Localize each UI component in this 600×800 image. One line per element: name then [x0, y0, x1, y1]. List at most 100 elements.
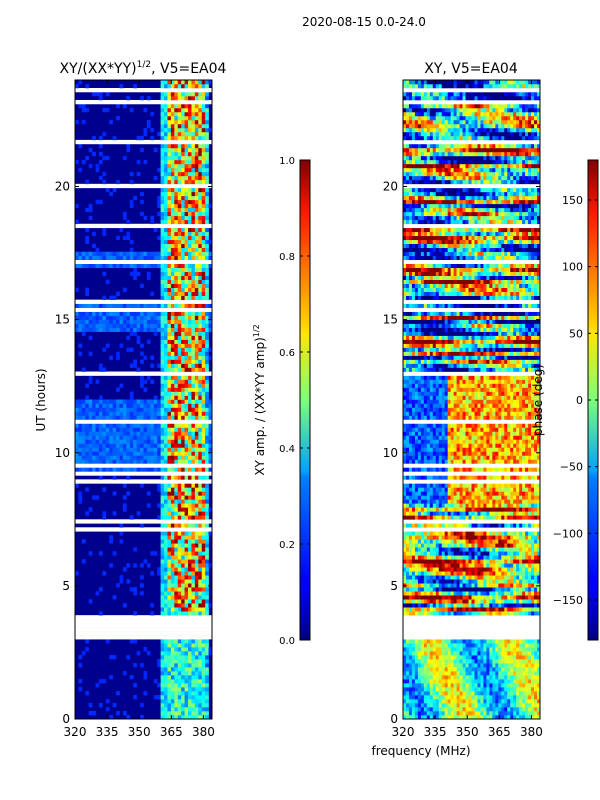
right-heatmap-cell [411, 575, 416, 580]
right-heatmap-cell [456, 643, 460, 648]
right-heatmap-cell [441, 583, 445, 588]
left-heatmap-cell [191, 331, 196, 336]
left-heatmap-cell [81, 459, 86, 464]
left-heatmap-cell [143, 303, 148, 308]
left-heatmap-cell [75, 483, 79, 488]
left-heatmap-cell [205, 711, 209, 716]
left-heatmap-cell [78, 415, 83, 420]
left-heatmap-cell [95, 431, 100, 436]
left-heatmap-cell [160, 215, 165, 221]
left-heatmap-cell [205, 211, 209, 217]
right-heatmap-cell [486, 583, 490, 588]
right-heatmap-cell [462, 591, 466, 596]
right-heatmap-cell [537, 551, 540, 556]
right-heatmap-cell [403, 683, 407, 688]
left-heatmap-cell [177, 363, 182, 368]
right-heatmap-cell [525, 551, 529, 556]
right-heatmap-cell [468, 579, 472, 584]
right-heatmap-cell [516, 675, 520, 680]
left-heatmap-cell [109, 459, 113, 464]
right-heatmap-cell [513, 675, 517, 680]
right-heatmap-cell [438, 699, 443, 704]
right-heatmap-cell [492, 579, 496, 584]
left-heatmap-cell [201, 251, 206, 257]
right-heatmap-cell [519, 691, 523, 696]
right-heatmap-cell [480, 703, 484, 708]
right-heatmap-cell [474, 651, 478, 656]
right-heatmap-cell [522, 643, 526, 648]
right-heatmap-cell [435, 603, 440, 608]
left-heatmap-cell [188, 655, 192, 660]
left-heatmap-cell [95, 311, 100, 316]
left-heatmap-cell [184, 107, 189, 113]
left-heatmap-cell [102, 255, 107, 261]
left-heatmap-cell [188, 611, 192, 616]
right-heatmap-cell [486, 555, 490, 560]
left-heatmap-cell [174, 675, 179, 680]
right-heatmap-cell [462, 695, 466, 700]
left-heatmap-cell [129, 203, 134, 209]
right-heatmap-cell [480, 607, 484, 612]
left-heatmap-cell [184, 379, 189, 384]
right-heatmap-cell [414, 563, 419, 568]
right-heatmap-cell [441, 691, 445, 696]
left-heatmap-cell [105, 447, 110, 452]
right-heatmap-cell [528, 667, 532, 672]
left-heatmap-cell [88, 411, 93, 416]
left-heatmap-cell [105, 403, 110, 408]
right-heatmap-cell [403, 599, 407, 604]
left-heatmap-cell [157, 131, 161, 137]
left-heatmap-cell [160, 487, 165, 492]
right-heatmap-cell [489, 655, 493, 660]
left-heatmap-cell [188, 683, 192, 688]
right-heatmap-cell [426, 663, 431, 668]
left-heatmap-cell [150, 379, 155, 384]
left-heatmap-cell [133, 315, 137, 320]
right-heatmap-cell [501, 567, 505, 572]
left-heatmap-cell [188, 247, 192, 253]
left-heatmap-cell [164, 583, 168, 588]
right-heatmap-cell [531, 647, 535, 652]
right-heatmap-cell [483, 699, 487, 704]
right-heatmap-cell [519, 587, 523, 592]
left-heatmap-cell [177, 179, 182, 185]
left-heatmap-cell [201, 279, 206, 284]
left-heatmap-cell [184, 279, 189, 284]
right-heatmap-cell [489, 515, 493, 520]
left-heatmap-cell [194, 559, 199, 564]
left-heatmap-cell [157, 695, 161, 700]
left-heatmap-cell [181, 295, 185, 300]
left-heatmap-cell [170, 659, 175, 664]
left-heatmap-cell [184, 515, 189, 520]
left-heatmap-cell [164, 403, 168, 408]
right-heatmap-cell [498, 707, 502, 712]
left-heatmap-cell [181, 175, 185, 181]
left-heatmap-cell [191, 671, 196, 676]
right-heatmap-cell [492, 699, 496, 704]
left-heatmap-cell [184, 483, 189, 488]
right-heatmap-cell [465, 587, 469, 592]
right-heatmap-cell [501, 651, 505, 656]
left-heatmap-cell [194, 683, 199, 688]
right-heatmap-cell [453, 687, 457, 692]
left-heatmap-cell [194, 563, 199, 568]
right-heatmap-cell [423, 599, 428, 604]
left-heatmap-cell [184, 163, 189, 169]
right-heatmap-cell [471, 707, 475, 712]
left-heatmap-cell [177, 319, 182, 324]
right-heatmap-cell [498, 643, 502, 648]
left-heatmap-cell [150, 467, 155, 472]
left-heatmap-cell [157, 459, 161, 464]
left-heatmap-cell [88, 451, 93, 456]
left-heatmap-cell [191, 123, 196, 129]
left-heatmap-cell [129, 423, 134, 428]
right-heatmap-cell [420, 611, 425, 616]
left-heatmap-cell [177, 511, 182, 516]
left-heatmap-cell [160, 167, 165, 173]
right-heatmap-cell [477, 595, 481, 600]
left-heatmap-cell [174, 487, 179, 492]
left-heatmap-cell [188, 403, 192, 408]
left-heatmap-cell [201, 179, 206, 185]
right-heatmap-cell [534, 599, 538, 604]
left-heatmap-cell [150, 363, 155, 368]
